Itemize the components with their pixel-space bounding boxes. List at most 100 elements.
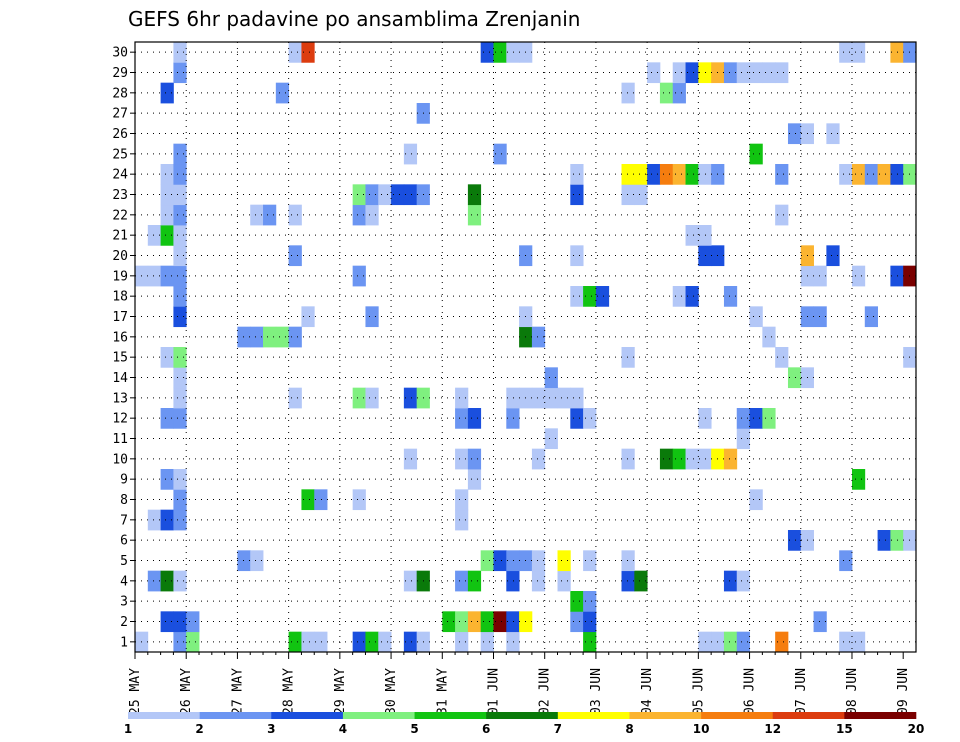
heatmap-cell <box>173 570 187 592</box>
heatmap-cell <box>723 286 738 307</box>
heatmap-cell <box>813 265 827 287</box>
heatmap-cell <box>442 611 456 633</box>
heatmap-cell <box>583 611 597 633</box>
heatmap-cell <box>736 408 750 429</box>
colorbar-label: 8 <box>625 722 633 736</box>
heatmap-cell <box>288 631 302 653</box>
colorbar-segment <box>199 712 272 719</box>
heatmap-cell <box>160 204 174 226</box>
colorbar-segment <box>844 712 917 719</box>
heatmap-cell <box>263 326 277 348</box>
x-tick-label: 30 MAY <box>384 668 399 715</box>
y-tick-label: 30 <box>112 46 128 61</box>
heatmap-cell <box>173 509 187 531</box>
colorbar-segment <box>557 712 630 719</box>
heatmap-cell <box>570 164 584 185</box>
heatmap-cell <box>813 306 827 328</box>
heatmap-cell <box>506 611 520 633</box>
heatmap-cell <box>775 62 789 84</box>
x-tick-label: 26 MAY <box>179 668 194 715</box>
heatmap-cell <box>851 631 866 653</box>
heatmap-cell <box>787 367 802 389</box>
heatmap-cell <box>583 408 597 429</box>
heatmap-cell <box>506 408 520 429</box>
heatmap-cell <box>672 286 686 307</box>
x-tick-label: 02 JUN <box>538 668 553 715</box>
heatmap-cell <box>890 530 904 551</box>
x-tick-label: 04 JUN <box>640 668 655 715</box>
plot-frame <box>134 41 917 653</box>
heatmap-cell <box>531 570 546 592</box>
heatmap-cell <box>749 408 763 429</box>
heatmap-cell <box>186 611 200 633</box>
y-tick-label: 6 <box>120 534 128 549</box>
heatmap-cell <box>531 387 546 409</box>
heatmap-cell <box>557 570 571 592</box>
heatmap-cell <box>749 62 763 84</box>
heatmap-cell <box>173 489 187 511</box>
heatmap-cell <box>403 570 418 592</box>
dotted-grid <box>135 42 916 652</box>
heatmap-cell <box>288 326 302 348</box>
heatmap-cell <box>467 448 482 470</box>
heatmap-cell <box>173 286 187 307</box>
colorbar-label: 1 <box>124 722 132 736</box>
heatmap-cell <box>570 286 584 307</box>
x-tick-label: 29 MAY <box>333 668 348 715</box>
x-tick-label: 06 JUN <box>743 668 758 715</box>
heatmap-cell <box>288 245 302 267</box>
y-tick-label: 7 <box>120 513 128 528</box>
heatmap-cell <box>736 62 750 84</box>
heatmap-cell <box>826 123 840 145</box>
colorbar-segment <box>486 712 559 719</box>
heatmap-cell <box>173 184 187 206</box>
heatmap-cell <box>531 550 546 572</box>
y-tick-label: 26 <box>112 127 128 142</box>
colorbar-label: 3 <box>267 722 275 736</box>
heatmap-cell <box>467 184 482 206</box>
heatmap-cell <box>813 611 827 633</box>
heatmap-cell <box>864 164 878 185</box>
heatmap-cell <box>301 42 315 63</box>
heatmap-cell <box>839 164 853 185</box>
y-tick-label: 18 <box>112 290 128 305</box>
x-tick-label: 01 JUN <box>487 668 502 715</box>
heatmap-cell <box>403 631 418 653</box>
heatmap-cell <box>557 550 571 572</box>
heatmap-cell <box>173 265 187 287</box>
heatmap-cell <box>877 530 891 551</box>
heatmap-cell <box>659 82 674 104</box>
heatmap-cell <box>723 448 738 470</box>
heatmap-cell <box>685 225 699 246</box>
heatmap-cell <box>775 164 789 185</box>
heatmap-cell <box>160 225 174 246</box>
heatmap-cell <box>250 550 264 572</box>
heatmap-cell <box>839 42 853 63</box>
colorbar-segment <box>128 712 200 719</box>
heatmap-cell <box>583 631 597 653</box>
heatmap-cell <box>173 204 187 226</box>
heatmap-cell <box>698 245 712 267</box>
heatmap-cell <box>455 387 469 409</box>
heatmap-cell <box>698 62 712 84</box>
y-tick-label: 15 <box>112 351 128 366</box>
heatmap-cell <box>583 286 597 307</box>
heatmap-cell <box>288 42 302 63</box>
heatmap-cell <box>621 347 635 368</box>
heatmap-cell <box>634 570 648 592</box>
heatmap-cell <box>173 143 187 165</box>
y-tick-label: 23 <box>112 188 128 203</box>
heatmap-cell <box>544 428 558 450</box>
x-tick-label: 25 MAY <box>128 668 143 715</box>
heatmap-cell <box>698 448 712 470</box>
heatmap-cell <box>455 489 469 511</box>
heatmap-cell <box>147 265 161 287</box>
heatmap-cell <box>173 367 187 389</box>
heatmap-cell <box>570 408 584 429</box>
heatmap-cell <box>570 387 584 409</box>
x-tick-label: 05 JUN <box>691 668 706 715</box>
heatmap-cell <box>455 448 469 470</box>
heatmap-cell <box>672 448 686 470</box>
y-tick-label: 14 <box>112 371 128 386</box>
